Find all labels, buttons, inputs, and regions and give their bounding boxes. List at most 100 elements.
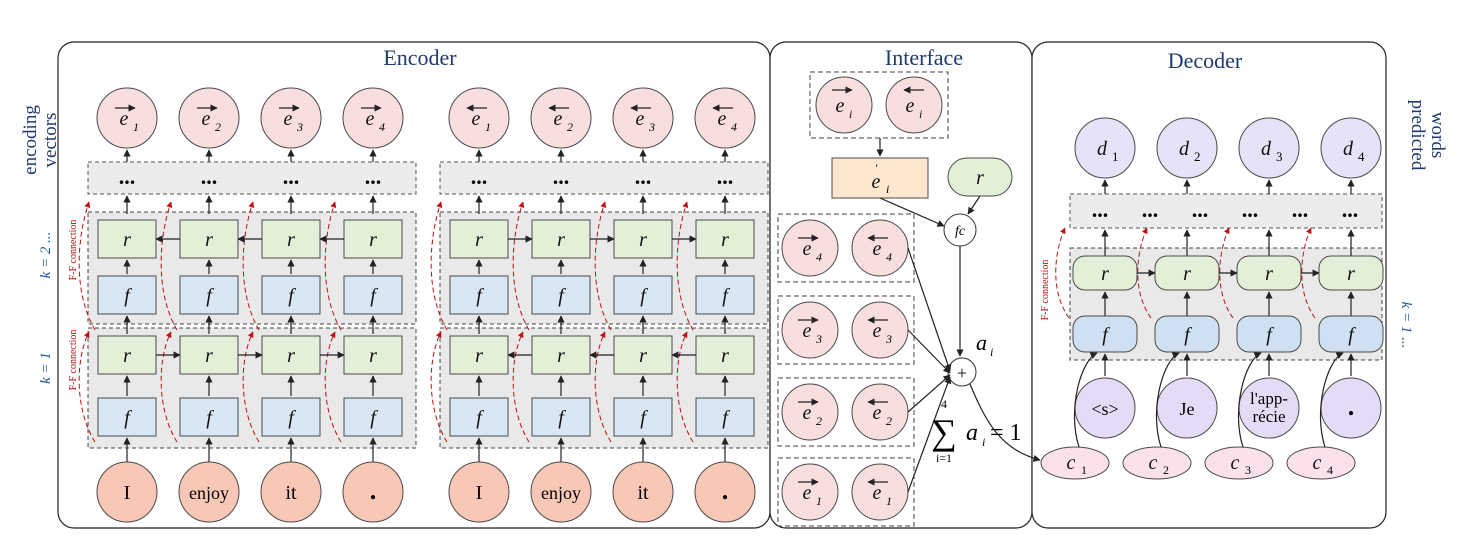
ellipsis: ... [1092,197,1109,222]
f-unit [179,275,239,315]
f-unit [343,397,403,437]
r-unit [97,219,157,259]
forward-encoding-circle [781,383,839,441]
ff-connection-arc [1219,227,1234,319]
svg-text:2: 2 [215,120,221,134]
r-label: r [369,229,377,251]
decoder-input-label: . [1348,392,1355,421]
context-to-f-arrow [1237,352,1262,448]
svg-text:e: e [906,95,915,117]
context-sub: 2 [1163,463,1169,477]
svg-text:e: e [872,171,881,193]
r-label: r [639,229,647,251]
svg-text:i: i [990,345,993,359]
r-label: r [557,345,565,367]
ellipsis: ... [1192,197,1209,222]
f-label: f [124,407,132,429]
decoder-f-unit [1154,315,1220,353]
f-unit [261,275,321,315]
context-to-f-arrow [1073,352,1098,448]
f-label: f [206,407,214,429]
f-label: f [206,285,214,307]
ff-connection-arc [242,331,260,443]
input-word-label: . [370,476,377,505]
svg-text:4: 4 [941,397,947,411]
f-label: f [558,407,566,429]
svg-text:1: 1 [886,494,892,508]
svg-text:e: e [636,108,645,130]
r-unit [343,219,403,259]
r-label: r [721,345,729,367]
svg-text:e: e [202,108,211,130]
f-label: f [370,407,378,429]
f-label: f [558,285,566,307]
svg-text:4: 4 [886,250,892,264]
svg-text:e: e [803,402,812,424]
ff-connection-arc [324,201,342,331]
ff-connection-arc [1301,227,1316,319]
f-label: f [640,407,648,429]
f-unit [695,397,755,437]
f-label: f [124,285,132,307]
svg-text:2: 2 [567,120,573,134]
forward-encoding-circle [781,463,839,521]
decoder-output-sub: 2 [1194,149,1201,164]
svg-text:i: i [849,107,852,121]
decoder-title: Decoder [1168,48,1243,73]
svg-text:1: 1 [816,494,822,508]
input-word-circle [530,461,592,523]
ellipsis: ... [717,164,734,189]
ellipsis: ... [471,164,488,189]
ellipsis: ... [201,164,218,189]
encoding-vector-circle [96,87,158,149]
context-label: c [1067,452,1076,474]
r-unit [695,219,755,259]
f-unit [97,397,157,437]
r-unit [97,335,157,375]
svg-text:3: 3 [885,332,892,346]
svg-text:e: e [803,482,812,504]
f-unit [531,275,591,315]
input-word-circle [96,461,158,523]
input-word-circle [612,461,674,523]
context-sub: 1 [1081,463,1087,477]
ff-connection-arc [78,331,96,443]
predicted-words-label: predicted words [1407,100,1448,171]
f-label: f [476,407,484,429]
svg-text:e: e [120,108,129,130]
encoding-pair-box [777,213,915,283]
ff-connection-arc [676,201,694,331]
f-label: f [722,407,730,429]
encoder-ellipsis-bar [87,161,417,195]
r-label: r [1265,263,1273,285]
svg-text:4: 4 [379,120,385,134]
svg-text:∑: ∑ [931,412,957,452]
encoding-vector-circle [260,87,322,149]
context-label: c [1313,452,1322,474]
f-unit [179,397,239,437]
context-to-f-arrow [1319,352,1344,448]
forward-encoding-circle [781,301,839,359]
encoding-pair-box [777,295,915,365]
f-label: f [1266,324,1274,346]
ff-connection-arc [594,201,612,331]
input-word-label: I [124,482,131,504]
r-label: r [123,229,131,251]
context-vector [1040,446,1110,480]
svg-text:words: words [1427,112,1448,158]
ellipsis: ... [635,164,652,189]
context-to-f-arrow [1155,352,1180,448]
svg-text:3: 3 [296,120,303,134]
decoder-output-label: d [1261,138,1272,160]
svg-text:i: i [982,435,985,449]
context-label: c [1231,452,1240,474]
context-vector [1122,446,1192,480]
